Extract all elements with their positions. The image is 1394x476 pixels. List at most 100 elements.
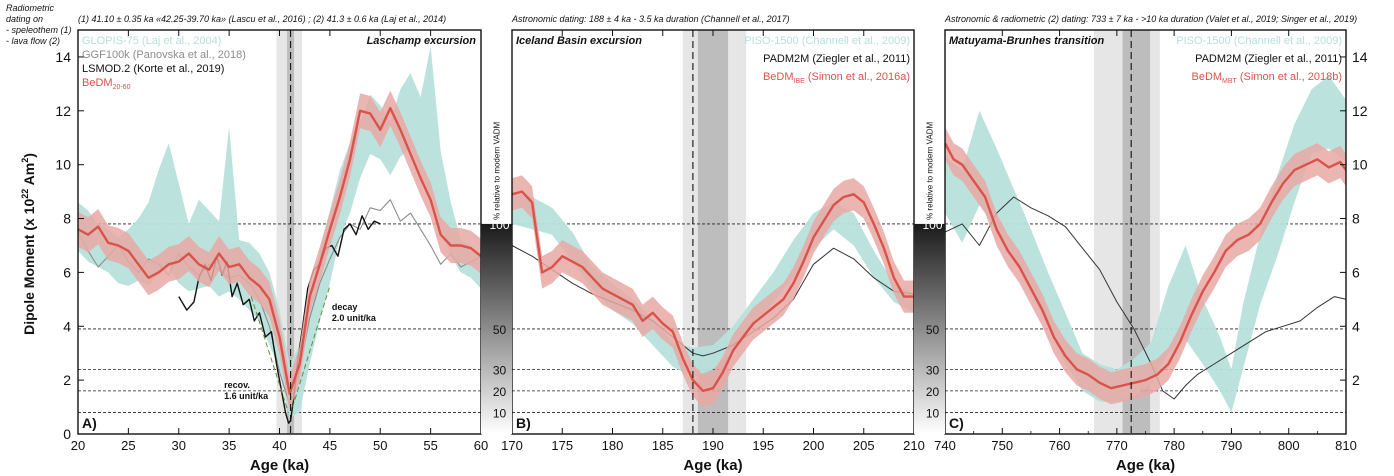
right-y-tick-label-5: 12 — [1352, 103, 1368, 119]
x-tick-label-c-7: 810 — [1335, 438, 1357, 453]
right-y-tick-label-2: 6 — [1352, 264, 1360, 280]
y-axis-label: Dipole Moment (x 1022 Am2) — [20, 153, 37, 335]
panel-title-c: Matuyama-Brunhes transition — [949, 35, 1105, 47]
x-tick-label-a-0: 20 — [71, 438, 85, 453]
annotation-0-line-1: 2.0 unit/ka — [332, 313, 377, 323]
y-tick-label-7: 14 — [55, 49, 71, 65]
panel-c-dating-note: Astronomic & radiometric (2) dating: 733… — [944, 14, 1357, 24]
right-y-tick-label-4: 10 — [1352, 157, 1368, 173]
legend-entry-a-3: BeDM20-60 — [82, 77, 131, 91]
legend-entry-a-0: GLOPIS-75 (Laj et al., 2004) — [82, 35, 221, 47]
x-tick-label-a-2: 30 — [172, 438, 186, 453]
header-notes: Radiometric dating on - speleothem (1) -… — [6, 3, 1357, 46]
legend-entry-b-2: BeDMIBE (Simon et al., 2016a) — [763, 71, 910, 85]
vadm-gradient-bar — [914, 223, 945, 434]
vadm-level-label-1: 50 — [493, 323, 507, 337]
y-tick-label-2: 4 — [63, 318, 71, 334]
x-tick-label-c-3: 770 — [1106, 438, 1128, 453]
annotation-0-line-0: decay — [332, 302, 358, 312]
panel-a-laschamp: 20 25 30 35 40 45 50 55 60 0 2 4 6 8 10 12 14 Age (ka) Las… — [55, 29, 488, 474]
y-tick-label-1: 2 — [63, 372, 71, 388]
vadm-level-label-2: 30 — [493, 363, 507, 377]
x-tick-label-c-4: 780 — [1163, 438, 1185, 453]
x-tick-label-b-3: 185 — [652, 438, 674, 453]
panel-title-a: Laschamp excursion — [367, 35, 477, 47]
x-tick-label-c-6: 800 — [1278, 438, 1300, 453]
x-tick-label-c-0: 740 — [934, 438, 956, 453]
bedm-error-band-b — [512, 175, 914, 408]
vadm-level-label-4: 10 — [926, 406, 940, 420]
legend-entry-c-0: PISO-1500 (Channell et al., 2009) — [1176, 35, 1342, 47]
vadm-level-label-1: 50 — [926, 323, 940, 337]
radiometric-note-line-4: - lava flow (2) — [6, 36, 60, 46]
panel-letter-a: A) — [82, 415, 97, 431]
rate-trend-line-0 — [250, 296, 289, 410]
vadm-level-label-3: 20 — [493, 385, 507, 399]
x-tick-label-c-1: 750 — [991, 438, 1013, 453]
x-tick-label-b-7: 205 — [853, 438, 875, 453]
plot-area-a — [78, 30, 481, 434]
y-tick-label-4: 8 — [63, 211, 71, 227]
x-tick-label-b-0: 170 — [501, 438, 523, 453]
panel-b-dating-note: Astronomic dating: 188 ± 4 ka - 3.5 ka d… — [511, 14, 790, 24]
panel-b-iceland-basin: 170 175 180 185 190 195 200 205 210 Age (ka) Icela… — [501, 29, 925, 474]
legend-entry-b-1: PADM2M (Ziegler et al., 2011) — [763, 53, 910, 65]
vadm-axis-label: % relative to modern VADM — [493, 121, 502, 219]
legend-entry-a-1: GGF100k (Panovska et al., 2018) — [82, 49, 246, 61]
right-y-tick-label-0: 2 — [1352, 372, 1360, 388]
x-tick-label-a-5: 45 — [323, 438, 337, 453]
x-tick-label-c-2: 760 — [1049, 438, 1071, 453]
x-tick-label-c-5: 790 — [1221, 438, 1243, 453]
x-tick-label-b-4: 190 — [702, 438, 724, 453]
panel-letter-c: C) — [949, 415, 964, 431]
panel-letter-b: B) — [516, 415, 531, 431]
x-axis-label-c: Age (ka) — [1116, 457, 1175, 474]
vadm-level-label-0: 100 — [922, 218, 942, 232]
x-tick-label-b-5: 195 — [752, 438, 774, 453]
panel-a-dating-note: (1) 41.10 ± 0.35 ka «42.25-39.70 ka» (La… — [78, 14, 446, 24]
rate-trend-line-1 — [292, 285, 331, 408]
panel-title-b: Iceland Basin excursion — [516, 35, 642, 47]
bedm-curve-a — [78, 106, 481, 395]
bedm-error-band-c — [945, 127, 1346, 405]
panel-c-matuyama-brunhes: 740 750 760 770 780 790 800 810 Age (ka) Matuyama… — [934, 29, 1357, 474]
y-tick-label-0: 0 — [63, 426, 71, 442]
annotation-1-line-0: recov. — [224, 380, 250, 390]
vadm-level-label-0: 100 — [489, 218, 509, 232]
radiometric-note-line-3: - speleothem (1) — [6, 25, 72, 35]
legend-entry-c-1: PADM2M (Ziegler et al., 2011) — [1195, 53, 1342, 65]
bedm-curve-b — [512, 190, 914, 393]
x-tick-label-b-6: 200 — [803, 438, 825, 453]
plot-area-c — [945, 30, 1346, 434]
vadm-axis-label: % relative to modern VADM — [926, 121, 935, 219]
x-tick-label-b-8: 210 — [903, 438, 925, 453]
y-tick-label-5: 10 — [55, 157, 71, 173]
x-axis-label-b: Age (ka) — [683, 457, 742, 474]
x-tick-label-a-7: 55 — [423, 438, 437, 453]
radiometric-note-line-2: dating on — [6, 14, 43, 24]
plot-area-b — [512, 30, 914, 434]
y-tick-label-3: 6 — [63, 264, 71, 280]
annotation-1-line-1: 1.6 unit/ka — [224, 391, 269, 401]
x-axis-label-a: Age (ka) — [250, 457, 309, 474]
x-tick-label-a-6: 50 — [373, 438, 387, 453]
teal-record-band-c — [945, 75, 1346, 413]
bedm-error-band-a — [78, 90, 481, 412]
legend-entry-c-2: BeDMMBT (Simon et al., 2018b) — [1191, 71, 1342, 85]
right-y-tick-label-1: 4 — [1352, 318, 1360, 334]
x-tick-label-b-1: 175 — [551, 438, 573, 453]
bedm-curve-c — [945, 142, 1346, 390]
right-y-axis: 2 4 6 8 10 12 14 — [1340, 49, 1368, 388]
x-tick-label-a-1: 25 — [121, 438, 135, 453]
right-y-tick-label-6: 14 — [1352, 49, 1368, 65]
x-tick-label-a-8: 60 — [474, 438, 488, 453]
legend-entry-a-2: LSMOD.2 (Korte et al., 2019) — [82, 63, 224, 75]
legend-entry-b-0: PISO-1500 (Channell et al., 2009) — [744, 35, 910, 47]
vadm-level-label-2: 30 — [926, 363, 940, 377]
x-tick-label-a-4: 40 — [272, 438, 286, 453]
x-tick-label-b-2: 180 — [602, 438, 624, 453]
vadm-gradient-bar — [481, 223, 512, 434]
